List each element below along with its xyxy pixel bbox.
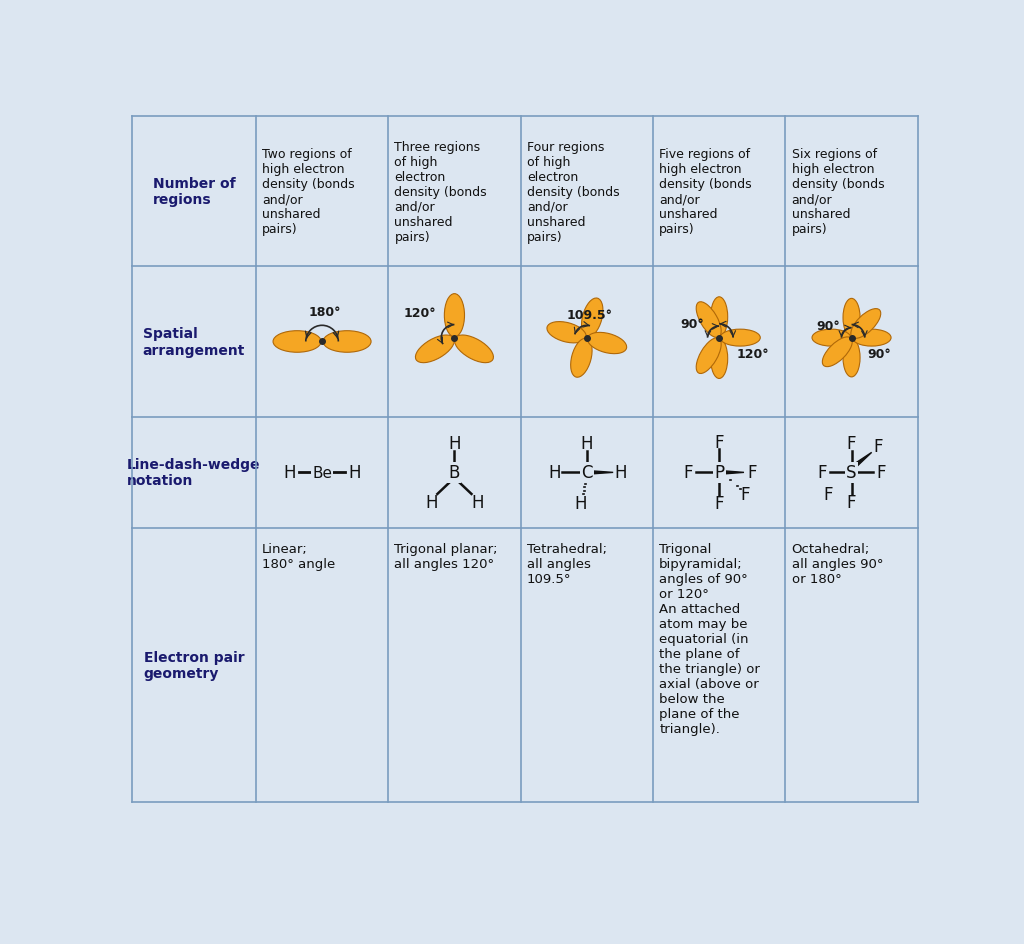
Text: 180°: 180° [309, 306, 341, 319]
Text: F: F [847, 493, 856, 511]
Ellipse shape [720, 329, 760, 346]
Text: F: F [683, 464, 693, 481]
Text: F: F [877, 464, 886, 481]
Ellipse shape [323, 331, 371, 353]
Ellipse shape [444, 295, 465, 337]
Ellipse shape [570, 339, 592, 378]
Text: Trigonal planar;
all angles 120°: Trigonal planar; all angles 120° [394, 543, 498, 570]
Text: H: H [614, 464, 627, 481]
Ellipse shape [696, 339, 721, 374]
Text: P: P [714, 464, 724, 481]
Text: Be: Be [312, 465, 332, 480]
Text: 90°: 90° [867, 347, 891, 361]
Text: H: H [581, 434, 593, 452]
Text: H: H [425, 493, 437, 511]
Text: B: B [449, 464, 460, 481]
Ellipse shape [822, 338, 852, 367]
Text: Three regions
of high
electron
density (bonds
and/or
unshared
pairs): Three regions of high electron density (… [394, 141, 487, 244]
Text: H: H [348, 464, 360, 481]
Text: H: H [548, 464, 560, 481]
Text: H: H [284, 464, 296, 481]
Ellipse shape [582, 298, 603, 338]
Ellipse shape [843, 299, 860, 338]
Ellipse shape [416, 336, 455, 363]
Text: C: C [581, 464, 593, 481]
Text: H: H [574, 495, 587, 513]
Text: Two regions of
high electron
density (bonds
and/or
unshared
pairs): Two regions of high electron density (bo… [262, 148, 354, 236]
Text: Spatial
arrangement: Spatial arrangement [142, 327, 245, 357]
Text: 120°: 120° [403, 307, 436, 320]
Text: 109.5°: 109.5° [566, 309, 612, 321]
Text: Electron pair
geometry: Electron pair geometry [143, 650, 244, 681]
Text: F: F [817, 464, 826, 481]
Ellipse shape [455, 336, 494, 363]
Text: Six regions of
high electron
density (bonds
and/or
unshared
pairs): Six regions of high electron density (bo… [792, 148, 884, 236]
Ellipse shape [588, 333, 627, 354]
Polygon shape [592, 471, 613, 475]
Text: F: F [873, 438, 883, 456]
Polygon shape [851, 453, 871, 469]
Text: F: F [847, 434, 856, 452]
Text: Four regions
of high
electron
density (bonds
and/or
unshared
pairs): Four regions of high electron density (b… [526, 141, 620, 244]
Text: F: F [740, 485, 751, 503]
Text: F: F [746, 464, 757, 481]
Text: 120°: 120° [736, 347, 769, 361]
Text: F: F [715, 433, 724, 451]
Ellipse shape [696, 302, 721, 338]
Text: H: H [449, 434, 461, 452]
Text: F: F [823, 485, 834, 503]
Ellipse shape [273, 331, 322, 353]
Text: Octahedral;
all angles 90°
or 180°: Octahedral; all angles 90° or 180° [792, 543, 883, 585]
Ellipse shape [711, 339, 728, 379]
Text: Line-dash-wedge
notation: Line-dash-wedge notation [127, 458, 261, 488]
Text: F: F [715, 495, 724, 513]
Text: 90°: 90° [816, 319, 840, 332]
Ellipse shape [547, 322, 586, 344]
Ellipse shape [852, 329, 891, 346]
Text: H: H [471, 493, 484, 511]
Text: Number of
regions: Number of regions [153, 177, 236, 207]
Text: Five regions of
high electron
density (bonds
and/or
unshared
pairs): Five regions of high electron density (b… [659, 148, 752, 236]
Ellipse shape [812, 329, 851, 346]
Ellipse shape [711, 297, 728, 337]
Polygon shape [724, 471, 744, 475]
Text: Trigonal
bipyramidal;
angles of 90°
or 120°
An attached
atom may be
equatorial (: Trigonal bipyramidal; angles of 90° or 1… [659, 543, 760, 735]
Text: Linear;
180° angle: Linear; 180° angle [262, 543, 335, 570]
Text: Tetrahedral;
all angles
109.5°: Tetrahedral; all angles 109.5° [526, 543, 607, 585]
Ellipse shape [851, 310, 881, 339]
Ellipse shape [843, 339, 860, 378]
Text: S: S [846, 464, 857, 481]
Text: 90°: 90° [680, 318, 703, 331]
